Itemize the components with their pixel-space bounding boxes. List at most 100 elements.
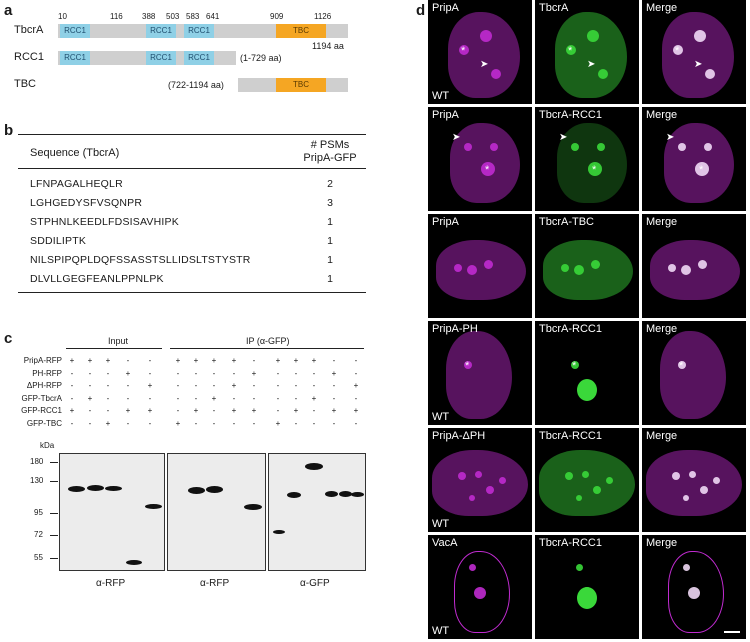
pos-1126: 1126 [314,12,332,21]
marker-tick [50,513,58,514]
punctum [458,472,466,480]
strain-label: WT [432,90,450,102]
table-header-psm: # PSMs [310,139,350,151]
punctum [587,30,599,42]
condition-sign: - [194,368,198,378]
marker-tick [50,558,58,559]
condition-sign: + [275,356,281,365]
micrograph-cell: VacA WT [428,535,532,639]
condition-sign: - [276,368,280,378]
condition-sign: - [106,381,110,390]
condition-sign: + [69,406,75,415]
micrograph-cell: TbcrA-RCC1 [535,428,639,532]
band [68,486,85,492]
condition-sign: - [312,418,316,428]
condition-sign: + [311,393,317,403]
punctum [483,259,493,269]
micrograph-cell: * ➤ TbcrA [535,0,639,104]
condition-sign: - [106,406,110,415]
punctum [467,265,477,275]
table-row-psm: 1 [327,235,333,247]
cell-body [448,12,520,98]
channel-label: Merge [646,430,678,442]
condition-sign: + [193,406,199,415]
micrograph-cell: * ➤ PripA WT [428,0,532,104]
strain-label: WT [432,411,450,423]
micrograph-cell: Merge [642,535,746,639]
pos-583: 583 [186,12,200,21]
punctum [459,45,469,55]
condition-sign: + [87,356,93,365]
punctum [491,69,501,79]
kda-label: kDa [40,441,55,450]
condition-sign: - [148,418,152,428]
condition-sign: - [126,381,130,390]
punctum [688,470,696,478]
condition-sign: - [294,418,298,428]
blot-input-rfp [59,453,165,571]
arrowhead-marker: ➤ [694,59,703,70]
micrograph-grid: * ➤ PripA WT * ➤ TbcrA * ➤ Merge * ➤ PripA * ➤ TbcrA-RC… [428,0,750,642]
micrograph-cell: * ➤ PripA [428,107,532,211]
punctum [681,265,691,275]
blot-label: α-RFP [200,578,230,589]
arrowhead-marker: ➤ [452,132,461,143]
punctum [682,563,690,571]
table-row-seq: DLVLLGEGFEANLPPNLPK [30,273,164,285]
marker-95: 95 [34,508,43,517]
punctum [566,45,576,55]
asterisk-marker: * [699,164,704,176]
condition-sign: - [212,406,216,415]
band [126,560,142,565]
tbc-range: (722-1194 aa) [168,80,224,90]
punctum [565,472,573,480]
micrograph-cell: Merge [642,214,746,318]
tbc-domain: TBC [276,78,326,92]
condition-row-label: GFP-TBC [26,418,62,428]
blot-label: α-RFP [96,578,126,589]
condition-sign: - [88,381,92,390]
band [206,486,223,493]
arrowhead-marker: ➤ [480,59,489,70]
asterisk-marker: * [465,360,470,372]
rcc1-domain: RCC1 [60,51,90,65]
band [325,491,338,497]
micrograph-cell: * ➤ Merge [642,0,746,104]
condition-sign: - [70,418,74,428]
table-bottom-rule [18,292,366,293]
condition-sign: - [176,393,180,403]
band [145,504,162,509]
condition-sign: - [332,393,336,403]
strain-label: WT [432,518,450,530]
blot-ip-gfp [268,453,366,571]
band [87,485,104,491]
cell-body [646,450,742,516]
panel-a-label: a [4,2,13,19]
table-row-seq: NILSPIPQPLDQFSSASSTSLLIDSLTSTYSTR [30,254,251,266]
condition-sign: - [354,418,358,428]
green-aggregate [577,379,597,401]
cell-body [454,551,510,633]
punctum [705,69,715,79]
punctum [480,30,492,42]
condition-sign: - [276,381,280,390]
band [273,530,285,534]
pos-503: 503 [166,12,180,21]
condition-sign: - [252,381,256,390]
cell-body [662,12,734,98]
tbc-domain: TBC [276,24,326,38]
condition-row-label: PH-RFP [32,368,62,378]
marker-180: 180 [30,457,44,466]
condition-sign: - [88,418,92,428]
condition-sign: + [125,368,131,378]
condition-sign: - [252,356,256,365]
arrowhead-marker: ➤ [559,132,568,143]
table-row-psm: 1 [327,216,333,228]
condition-sign: - [126,356,130,365]
cell-body [539,450,635,516]
condition-sign: + [293,406,299,415]
condition-sign: - [294,368,298,378]
condition-sign: - [194,418,198,428]
band [287,492,301,498]
punctum [697,259,707,269]
